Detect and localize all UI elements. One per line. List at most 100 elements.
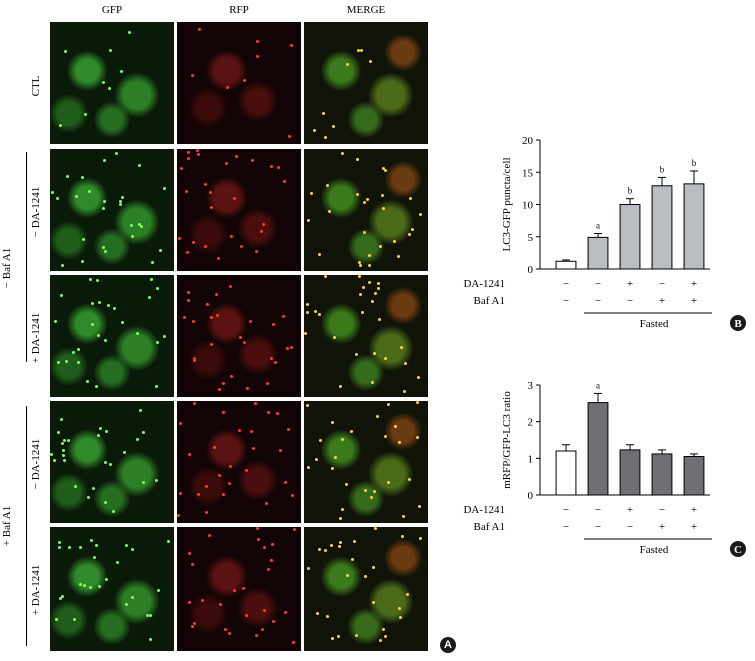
puncta-dot (66, 175, 69, 178)
puncta-dot (99, 427, 102, 430)
puncta-dot (377, 287, 380, 290)
condition-label-1: DA-1241 (463, 504, 505, 516)
puncta-dot (374, 292, 377, 295)
bar-2 (587, 402, 609, 496)
puncta-dot (148, 296, 151, 299)
puncta-dot (373, 352, 376, 355)
puncta-dot (270, 165, 273, 168)
puncta-dot (216, 314, 219, 317)
puncta-dot (65, 360, 68, 363)
puncta-dot (379, 639, 382, 642)
puncta-dot (260, 230, 263, 233)
puncta-dot (186, 251, 189, 254)
y-tick-label: 0 (528, 490, 534, 502)
puncta-dot (51, 191, 54, 194)
puncta-dot (364, 489, 367, 492)
puncta-dot (142, 431, 145, 434)
puncta-dot (368, 264, 371, 267)
puncta-dot (369, 60, 372, 63)
y-tick-label: 3 (528, 380, 534, 392)
puncta-dot (210, 316, 213, 319)
condition-mark: − (659, 278, 665, 290)
puncta-dot (53, 459, 56, 462)
micrograph-green-row1 (50, 22, 174, 144)
puncta-dot (341, 152, 344, 155)
puncta-dot (315, 458, 318, 461)
puncta-dot (262, 223, 265, 226)
puncta-dot (119, 200, 122, 203)
puncta-dot (261, 628, 264, 631)
puncta-dot (256, 55, 259, 58)
puncta-dot (246, 387, 249, 390)
puncta-dot (355, 353, 358, 356)
puncta-dot (239, 336, 242, 339)
puncta-dot (233, 589, 236, 592)
puncta-dot (416, 436, 419, 439)
puncta-dot (109, 463, 112, 466)
micrograph-red-row1 (177, 22, 301, 144)
puncta-dot (338, 545, 341, 548)
puncta-dot (255, 250, 258, 253)
puncta-dot (193, 359, 196, 362)
puncta-dot (409, 197, 412, 200)
puncta-dot (98, 301, 101, 304)
puncta-dot (346, 63, 349, 66)
puncta-dot (188, 601, 191, 604)
puncta-dot (307, 466, 310, 469)
puncta-dot (77, 361, 80, 364)
puncta-dot (339, 541, 342, 544)
bar-1 (555, 450, 577, 496)
puncta-dot (222, 382, 225, 385)
puncta-dot (355, 634, 358, 637)
puncta-dot (416, 401, 419, 404)
puncta-dot (130, 224, 133, 227)
condition-label-1: DA-1241 (463, 278, 505, 290)
y-tick-label: 5 (528, 232, 534, 244)
puncta-dot (398, 441, 401, 444)
puncta-dot (120, 70, 123, 73)
condition-mark: + (627, 504, 633, 516)
puncta-dot (402, 515, 405, 518)
puncta-dot (103, 159, 106, 162)
significance-2: a (596, 380, 600, 390)
puncta-dot (193, 622, 196, 625)
puncta-dot (131, 548, 134, 551)
puncta-dot (270, 559, 273, 562)
group-bracket-minus-baf (26, 152, 27, 362)
puncta-dot (382, 628, 385, 631)
puncta-dot (191, 563, 194, 566)
puncta-dot (228, 482, 231, 485)
micrograph-green-row2 (50, 149, 174, 271)
y-tick-label: 0 (528, 264, 534, 276)
puncta-dot (394, 425, 397, 428)
puncta-dot (188, 552, 191, 555)
micrograph-red-row2 (177, 149, 301, 271)
puncta-dot (86, 380, 89, 383)
puncta-dot (372, 566, 375, 569)
puncta-dot (197, 493, 200, 496)
y-axis-label: mRFP/GFP-LC3 ratio (501, 391, 513, 489)
puncta-dot (102, 81, 105, 84)
puncta-dot (266, 382, 269, 385)
significance-3: b (628, 186, 633, 196)
puncta-dot (341, 438, 344, 441)
y-tick-label: 1 (528, 453, 534, 465)
puncta-dot (263, 609, 266, 612)
puncta-dot (177, 514, 180, 517)
puncta-dot (57, 431, 60, 434)
puncta-dot (263, 546, 266, 549)
puncta-dot (374, 527, 377, 530)
puncta-dot (193, 402, 196, 405)
puncta-dot (193, 357, 196, 360)
puncta-dot (255, 634, 258, 637)
puncta-dot (204, 183, 207, 186)
puncta-dot (265, 502, 268, 505)
puncta-dot (240, 245, 243, 248)
puncta-dot (274, 361, 277, 364)
puncta-dot (218, 474, 221, 477)
puncta-dot (185, 190, 188, 193)
puncta-dot (81, 176, 84, 179)
puncta-dot (55, 618, 58, 621)
puncta-dot (371, 381, 374, 384)
puncta-dot (333, 336, 336, 339)
